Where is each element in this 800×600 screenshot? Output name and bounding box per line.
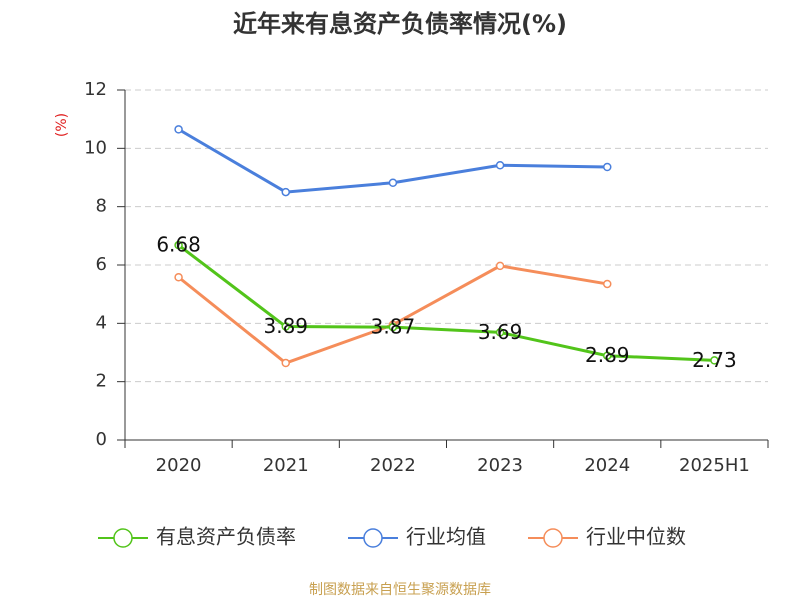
data-label: 6.68 [156, 233, 201, 257]
y-axis-label: (%) [54, 113, 70, 137]
legend-label: 行业均值 [406, 525, 486, 549]
y-tick-label: 8 [96, 196, 107, 217]
data-label: 3.87 [371, 315, 416, 339]
legend-marker [543, 528, 563, 548]
legend-marker [113, 528, 133, 548]
x-tick-label: 2021 [263, 455, 309, 476]
data-point [603, 162, 612, 172]
data-point [495, 328, 505, 337]
x-tick-label: 2025H1 [679, 455, 750, 476]
data-point [174, 240, 183, 250]
y-tick-label: 10 [84, 137, 107, 158]
data-point [281, 322, 290, 331]
x-tick-label: 2020 [156, 455, 202, 476]
data-point [603, 351, 612, 360]
series-line [177, 243, 715, 362]
legend-marker [363, 528, 383, 548]
data-label: 2.89 [585, 343, 630, 367]
legend-label: 行业中位数 [586, 525, 686, 549]
x-tick-label: 2024 [584, 455, 630, 476]
data-point [174, 125, 183, 134]
data-label: 3.89 [263, 314, 308, 338]
y-tick-label: 2 [96, 371, 107, 392]
y-tick-label: 4 [96, 312, 107, 333]
data-label: 2.73 [692, 348, 737, 372]
data-point [495, 161, 505, 170]
y-tick-label: 0 [96, 429, 107, 450]
data-point [388, 178, 398, 187]
source-note: 制图数据来自恒生聚源数据库 [309, 582, 491, 598]
y-tick-label: 12 [84, 79, 107, 100]
data-point [495, 261, 505, 271]
data-label: 3.69 [478, 320, 523, 344]
data-point [281, 187, 290, 197]
x-tick-label: 2023 [477, 455, 523, 476]
data-point [603, 279, 612, 289]
x-tick-label: 2022 [370, 455, 416, 476]
data-point [388, 322, 398, 332]
data-point [281, 358, 290, 368]
data-point [710, 356, 719, 365]
legend-label: 有息资产负债率 [156, 525, 296, 549]
y-tick-label: 6 [96, 254, 107, 275]
chart-title: 近年来有息资产负债率情况(%) [233, 10, 567, 38]
data-point [174, 273, 183, 282]
